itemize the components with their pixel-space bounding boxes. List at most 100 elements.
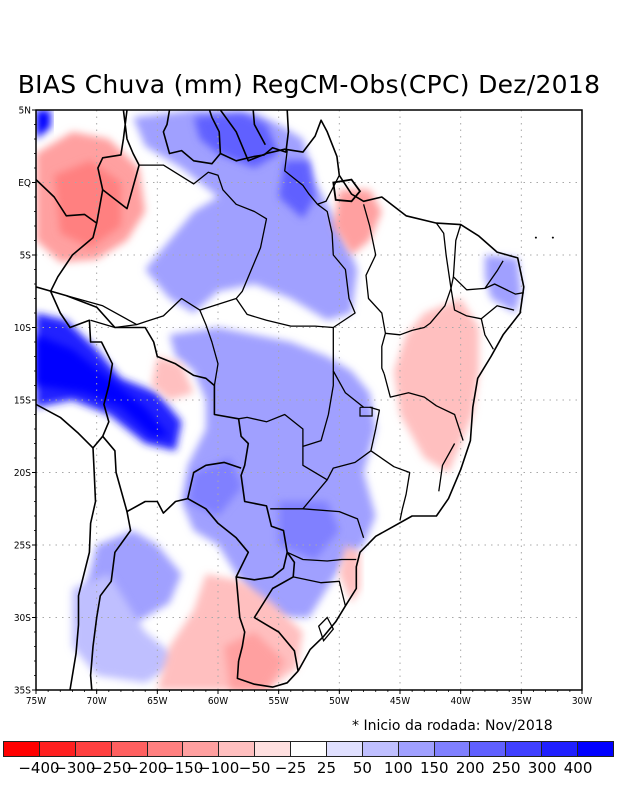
x-tick-label: 55W	[268, 696, 288, 707]
lagoon-outline	[317, 616, 335, 643]
state-border-line	[438, 443, 456, 492]
colorbar-swatch	[255, 742, 291, 756]
state-border-line	[66, 294, 138, 326]
x-tick-label: 35W	[511, 696, 531, 707]
political-borders	[36, 110, 554, 690]
y-tick-label: 20S	[14, 468, 31, 479]
axis-ticks: 75W 70W 65W 60W 55W 50W 45W 40W 35W 30W 5N EQ 5S 10S 1…	[14, 106, 592, 708]
national-border-line	[36, 179, 114, 690]
x-tick-label: 65W	[147, 696, 167, 707]
bias-region-positive-bias-guyana	[193, 112, 279, 168]
y-tick-label: 5N	[19, 106, 31, 117]
colorbar-label: −100	[198, 759, 240, 777]
island-dot	[551, 236, 554, 239]
national-border-line	[36, 403, 94, 449]
bias-field-layer	[36, 110, 522, 690]
colorbar-label: −25	[274, 759, 307, 777]
bias-region-positive-bias-amapa	[278, 160, 316, 219]
state-border-line	[484, 283, 524, 295]
colorbar-swatch	[111, 742, 148, 756]
state-border-line	[383, 373, 464, 441]
colorbar-label: 300	[527, 759, 557, 777]
colorbar-swatch	[434, 742, 471, 756]
colorbar-swatch	[39, 742, 76, 756]
colorbar-label: −150	[162, 759, 204, 777]
y-tick-label: 25S	[14, 541, 31, 552]
y-tick-label: 30S	[14, 613, 31, 624]
state-border-line	[284, 150, 340, 205]
state-border-line	[370, 450, 411, 521]
run-start-footnote: * Inicio da rodada: Nov/2018	[352, 718, 553, 734]
federal-district-outline	[359, 406, 373, 417]
bias-region-negative-bias-uruguay-core	[224, 632, 285, 690]
colorbar-swatch	[506, 742, 543, 756]
y-tick-label: 35S	[14, 686, 31, 697]
state-border-line	[362, 204, 387, 375]
colorbar-label: 200	[455, 759, 485, 777]
state-border-line	[293, 576, 347, 607]
state-border-line	[480, 318, 494, 350]
national-border-line	[219, 110, 525, 672]
colorbar-label: −400	[18, 759, 60, 777]
state-border-line	[199, 309, 219, 386]
national-border-line	[102, 435, 242, 514]
state-border-line	[302, 508, 365, 538]
national-border-line	[252, 110, 267, 146]
national-border-line	[220, 110, 290, 162]
bias-region-negative-bias-colombia-core	[54, 160, 121, 248]
bias-region-negative-bias-acre-rondonia	[151, 356, 194, 400]
national-border-line	[187, 497, 288, 581]
colorbar-label: −200	[126, 759, 168, 777]
bias-region-positive-bias-mato-grosso-core	[187, 458, 243, 516]
colorbar-swatch	[291, 742, 327, 756]
colorbar-label: 50	[352, 759, 372, 777]
state-border-line	[450, 288, 515, 320]
bias-region-strong-positive-bias-northwest	[36, 110, 51, 139]
x-tick-label: 70W	[86, 696, 106, 707]
state-border-line	[235, 298, 334, 329]
colorbar-swatch	[398, 742, 435, 756]
state-border-line	[385, 222, 452, 336]
bias-region-positive-bias-parana-core	[278, 501, 340, 560]
y-tick-label: 5S	[20, 251, 32, 262]
state-border-line	[450, 224, 462, 289]
chart-title: BIAS Chuva (mm) RegCM-Obs(CPC) Dez/2018	[17, 70, 601, 99]
x-tick-label: 75W	[26, 696, 46, 707]
colorbar-swatch	[362, 742, 399, 756]
national-border-line	[162, 110, 222, 165]
national-border-line	[235, 576, 246, 662]
colorbar-swatch	[470, 742, 507, 756]
colorbar-label: 25	[316, 759, 337, 777]
colorbar-labels: −400 −300 −250 −200 −150 −100 −50 −25 25 50 100 150…	[0, 759, 618, 779]
colorbar-swatch	[183, 742, 220, 756]
colorbar-swatch	[219, 742, 256, 756]
colorbar-swatch	[542, 742, 578, 756]
x-tick-label: 30W	[572, 696, 592, 707]
bias-region-negative-bias-para-coast	[333, 189, 382, 255]
y-tick-label: 15S	[14, 396, 31, 407]
colorbar-swatch	[75, 742, 112, 756]
state-border-line	[286, 551, 357, 562]
x-tick-label: 40W	[450, 696, 470, 707]
state-border-line	[90, 164, 268, 329]
colorbar-swatch	[4, 742, 40, 756]
bias-region-positive-bias-bolivia-core	[36, 334, 170, 437]
y-tick-label: EQ	[18, 178, 31, 189]
colorbar-label: 150	[419, 759, 449, 777]
x-tick-label: 45W	[390, 696, 410, 707]
colorbar-label: 400	[563, 759, 593, 777]
colorbar-label: −250	[90, 759, 132, 777]
colorbar-swatch	[326, 742, 363, 756]
state-border-line	[238, 413, 304, 447]
x-tick-label: 60W	[208, 696, 228, 707]
colorbar-swatch	[147, 742, 184, 756]
y-tick-label: 10S	[14, 323, 31, 334]
gridlines	[36, 110, 582, 690]
national-border-line	[95, 189, 104, 224]
colorbar-label: −300	[54, 759, 96, 777]
colorbar-swatch	[578, 742, 613, 756]
colorbar-label: 250	[491, 759, 521, 777]
island-dot	[534, 236, 537, 239]
colorbar-label: −50	[238, 759, 271, 777]
